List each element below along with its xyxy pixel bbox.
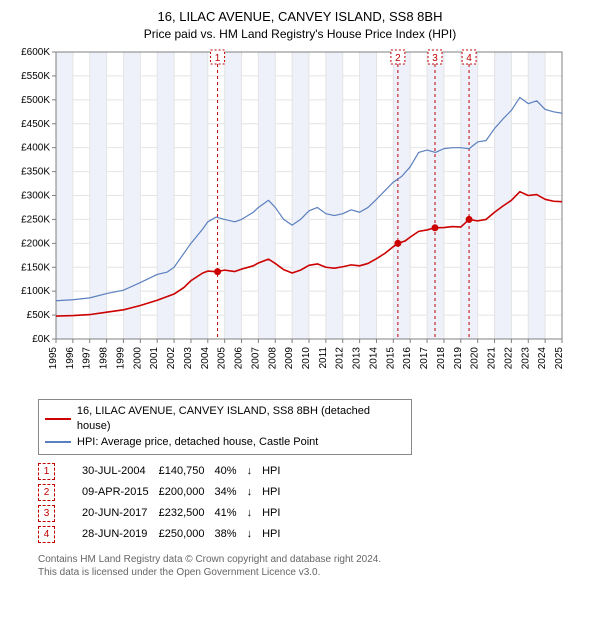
svg-text:2002: 2002 (166, 346, 177, 369)
event-vs: HPI (262, 461, 290, 482)
event-price: £250,000 (159, 524, 215, 545)
svg-text:3: 3 (432, 53, 438, 64)
event-diff: 41% (215, 503, 247, 524)
event-table: 130-JUL-2004£140,75040%↓HPI209-APR-2015£… (38, 461, 290, 545)
svg-text:2000: 2000 (132, 346, 143, 369)
legend-item: 16, LILAC AVENUE, CANVEY ISLAND, SS8 8BH… (45, 404, 405, 435)
down-arrow-icon: ↓ (247, 482, 263, 503)
event-diff: 34% (215, 482, 247, 503)
svg-text:£400K: £400K (21, 142, 50, 153)
svg-text:2019: 2019 (453, 346, 464, 369)
svg-text:£600K: £600K (21, 48, 50, 58)
svg-text:2024: 2024 (537, 346, 548, 369)
svg-text:2013: 2013 (352, 346, 363, 369)
svg-text:£250K: £250K (21, 214, 50, 225)
svg-text:1997: 1997 (82, 346, 93, 369)
svg-text:2007: 2007 (250, 346, 261, 369)
svg-text:2018: 2018 (436, 346, 447, 369)
svg-text:2006: 2006 (234, 346, 245, 369)
event-date: 20-JUN-2017 (82, 503, 159, 524)
table-row: 4 28-JUN-2019£250,00038%↓HPI (38, 524, 290, 545)
event-date: 30-JUL-2004 (82, 461, 159, 482)
svg-text:2020: 2020 (470, 346, 481, 369)
svg-text:£350K: £350K (21, 166, 50, 177)
legend-swatch (45, 418, 71, 420)
legend-item: HPI: Average price, detached house, Cast… (45, 435, 405, 450)
svg-text:1995: 1995 (48, 346, 59, 369)
table-row: 1 30-JUL-2004£140,75040%↓HPI (38, 461, 290, 482)
chart-title: 16, LILAC AVENUE, CANVEY ISLAND, SS8 8BH (10, 8, 590, 26)
down-arrow-icon: ↓ (247, 503, 263, 524)
svg-text:2023: 2023 (520, 346, 531, 369)
svg-text:£150K: £150K (21, 262, 50, 273)
table-row: 3 20-JUN-2017£232,50041%↓HPI (38, 503, 290, 524)
event-date: 28-JUN-2019 (82, 524, 159, 545)
svg-text:2010: 2010 (301, 346, 312, 369)
svg-text:2003: 2003 (183, 346, 194, 369)
event-marker: 2 (38, 484, 55, 501)
legend-swatch (45, 441, 71, 443)
legend: 16, LILAC AVENUE, CANVEY ISLAND, SS8 8BH… (38, 399, 412, 455)
chart-subtitle: Price paid vs. HM Land Registry's House … (10, 26, 590, 42)
event-marker: 4 (38, 526, 55, 543)
svg-text:£550K: £550K (21, 71, 50, 82)
svg-text:2011: 2011 (318, 346, 329, 368)
event-vs: HPI (262, 503, 290, 524)
svg-text:£50K: £50K (27, 310, 51, 321)
footer: Contains HM Land Registry data © Crown c… (38, 553, 590, 580)
down-arrow-icon: ↓ (247, 524, 263, 545)
svg-text:2015: 2015 (385, 346, 396, 369)
chart-area: £0K £50K £100K £150K £200K £250K £300K £350K £40… (10, 48, 590, 393)
svg-text:£200K: £200K (21, 238, 50, 249)
svg-text:2008: 2008 (267, 346, 278, 369)
event-diff: 38% (215, 524, 247, 545)
svg-text:1: 1 (215, 53, 221, 64)
event-price: £200,000 (159, 482, 215, 503)
svg-text:£300K: £300K (21, 190, 50, 201)
svg-text:£450K: £450K (21, 118, 50, 129)
svg-text:2016: 2016 (402, 346, 413, 369)
svg-text:2001: 2001 (149, 346, 160, 369)
svg-text:1998: 1998 (99, 346, 110, 369)
svg-text:2021: 2021 (487, 346, 498, 369)
event-price: £140,750 (159, 461, 215, 482)
svg-text:2009: 2009 (284, 346, 295, 369)
footer-line-1: Contains HM Land Registry data © Crown c… (38, 553, 590, 567)
event-date: 09-APR-2015 (82, 482, 159, 503)
event-diff: 40% (215, 461, 247, 482)
svg-text:2005: 2005 (217, 346, 228, 369)
legend-label: 16, LILAC AVENUE, CANVEY ISLAND, SS8 8BH… (77, 404, 405, 435)
svg-text:2012: 2012 (335, 346, 346, 369)
table-row: 2 09-APR-2015£200,00034%↓HPI (38, 482, 290, 503)
event-price: £232,500 (159, 503, 215, 524)
svg-text:2014: 2014 (368, 346, 379, 369)
event-vs: HPI (262, 524, 290, 545)
svg-text:1996: 1996 (65, 346, 76, 369)
svg-text:2017: 2017 (419, 346, 430, 369)
event-vs: HPI (262, 482, 290, 503)
svg-text:2004: 2004 (200, 346, 211, 369)
legend-label: HPI: Average price, detached house, Cast… (77, 435, 318, 450)
event-marker: 3 (38, 505, 55, 522)
svg-text:2025: 2025 (554, 346, 565, 369)
svg-text:4: 4 (466, 53, 472, 64)
down-arrow-icon: ↓ (247, 461, 263, 482)
svg-text:1999: 1999 (115, 346, 126, 369)
event-marker: 1 (38, 463, 55, 480)
svg-text:£0K: £0K (32, 334, 50, 345)
svg-text:£500K: £500K (21, 95, 50, 106)
svg-text:£100K: £100K (21, 286, 50, 297)
footer-line-2: This data is licensed under the Open Gov… (38, 566, 590, 580)
chart-svg: £0K £50K £100K £150K £200K £250K £300K £350K £40… (10, 48, 570, 393)
svg-text:2022: 2022 (503, 346, 514, 369)
svg-text:2: 2 (395, 53, 401, 64)
